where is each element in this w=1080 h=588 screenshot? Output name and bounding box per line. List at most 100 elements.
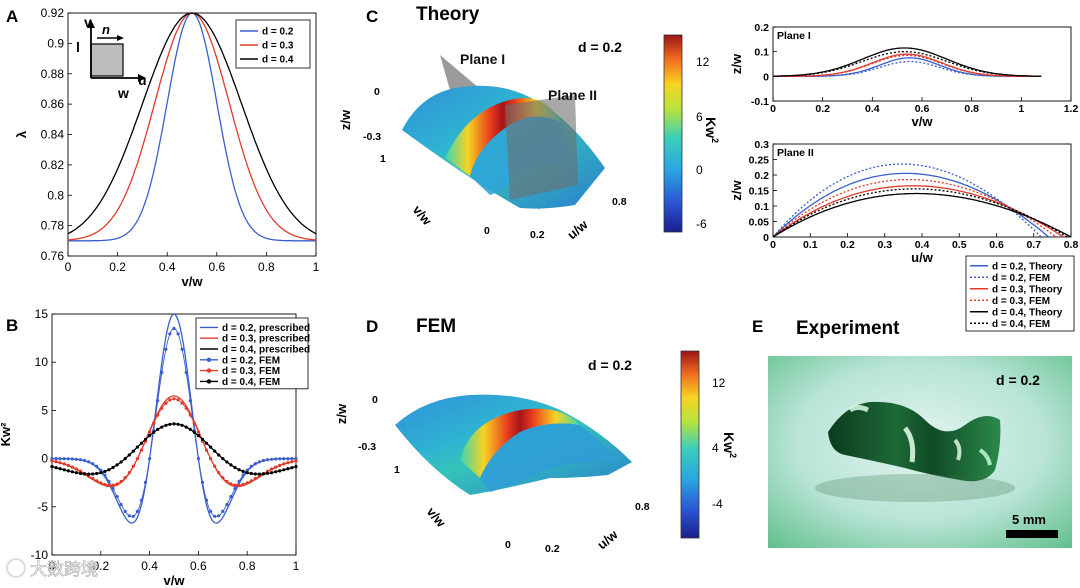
B-data-point (99, 468, 103, 472)
C2-y-tick-label: 0.25 (749, 155, 770, 167)
B-data-point (99, 481, 103, 485)
fem-u-tick-0: 0.2 (545, 543, 560, 555)
experiment-d-label: d = 0.2 (996, 372, 1040, 388)
A-y-tick-label: 0.88 (41, 67, 65, 81)
B-data-point (290, 460, 294, 464)
fem-cbar-tick-0: 12 (712, 376, 726, 390)
B-data-point (225, 479, 229, 484)
B-data-point (237, 479, 241, 483)
B-data-point (107, 479, 111, 483)
B-data-point (237, 483, 241, 487)
C2-x-tick-label: 0 (770, 239, 776, 251)
C1-y-tick-label: 0.2 (754, 22, 769, 34)
B-series-markers-5 (50, 422, 298, 476)
B-data-point (213, 514, 217, 518)
B-data-point (62, 468, 66, 472)
B-data-point (66, 463, 70, 467)
B-data-point (249, 479, 253, 483)
B-data-point (294, 465, 298, 469)
B-data-point (107, 483, 111, 487)
A-y-tick-label: 0.84 (41, 128, 65, 142)
fem-colorbar-gradient (680, 350, 700, 539)
B-data-point (196, 457, 200, 461)
B-data-point (78, 471, 83, 475)
C1-series-line-5 (773, 51, 1042, 77)
B-legend-label: d = 0.3, FEM (222, 366, 280, 377)
A-y-tick-label: 0.8 (47, 188, 64, 202)
B-data-point (131, 464, 135, 468)
chart-plane-ii: 0 0.1 0.2 0.3 0.4 0.5 0.6 0.7 0.800.050.10.150.2… (729, 139, 1078, 265)
fem-z-tick-1: -0.3 (358, 441, 376, 453)
B-data-point (95, 471, 99, 476)
B-data-point (50, 457, 54, 461)
A-x-tick-label: 0.6 (208, 260, 225, 274)
B-data-point (66, 469, 70, 473)
C2-x-tick-label: 0.7 (1026, 239, 1041, 251)
C2-series-line-5 (772, 188, 1068, 238)
B-data-point (135, 509, 139, 513)
B-data-point (91, 472, 95, 476)
fem-curvature-band (460, 408, 580, 478)
B-data-point (156, 413, 160, 417)
B-data-point (91, 462, 95, 466)
panel-letter-e: E (752, 317, 763, 336)
B-series-line-4 (51, 398, 297, 486)
A-x-axis-label: v/w (182, 274, 204, 289)
B-data-point (107, 468, 111, 472)
printed-sheet (828, 401, 1001, 482)
B-data-point (188, 427, 192, 431)
inset-diagram: v n l u w (76, 14, 147, 101)
B-data-point (261, 472, 266, 476)
inset-w-label: w (117, 85, 129, 101)
B-data-point (156, 399, 160, 403)
inset-v-label: v (84, 14, 92, 30)
B-data-point (66, 457, 70, 461)
theory-3d-surface: Plane I Plane II z/w 0 -0.3 1 0 v/w 0.2 … (338, 51, 627, 242)
B-data-point (62, 462, 66, 466)
B-data-point (290, 457, 294, 461)
B-data-point (82, 458, 87, 463)
C1-x-tick-label: 1.2 (1064, 103, 1079, 115)
B-data-point (119, 503, 123, 507)
fem-u-tick-1: 0.8 (635, 501, 650, 513)
fem-surface-front (480, 423, 620, 492)
B-data-point (168, 422, 172, 426)
B-data-point (225, 460, 229, 464)
B-data-point (50, 459, 54, 463)
A-y-tick-label: 0.76 (41, 249, 65, 263)
sheet-highlight-1 (848, 405, 870, 413)
B-data-point (286, 461, 290, 465)
B-data-point (156, 427, 160, 431)
B-data-point (152, 430, 156, 434)
A-series-line-2 (67, 12, 317, 235)
B-data-point (286, 457, 290, 461)
inset-n-label: n (102, 22, 110, 37)
B-data-point (111, 465, 115, 470)
B-legend-label: d = 0.4, FEM (222, 377, 280, 388)
C1-x-tick-label: 0.4 (865, 103, 880, 115)
B-data-point (95, 479, 99, 483)
B-data-point (180, 423, 184, 427)
B-data-point (62, 457, 66, 461)
plane-ii-label: Plane II (548, 87, 597, 103)
B-data-point (164, 423, 168, 427)
C2-y-tick-label: 0 (763, 232, 769, 244)
B-legend-box (195, 317, 309, 390)
C2-y-tick-label: 0.05 (749, 217, 770, 229)
B-legend-marker (206, 357, 212, 362)
B-data-point (180, 347, 184, 351)
B-data-point (217, 514, 221, 518)
B-data-point (245, 468, 249, 472)
fem-z-tick-0: 0 (372, 394, 378, 406)
C2-legend-label: d = 0.4, Theory (992, 307, 1063, 318)
B-legend-marker (206, 379, 212, 384)
fem-z-axis-label: z/w (334, 403, 349, 424)
B-data-point (180, 401, 184, 405)
B-data-point (237, 468, 241, 472)
B-data-point (111, 483, 115, 487)
B-data-point (274, 470, 278, 474)
theory-z-tick-0: 0 (374, 86, 380, 98)
panel-letter-c: C (366, 7, 378, 26)
A-legend-label: d = 0.4 (262, 55, 294, 66)
